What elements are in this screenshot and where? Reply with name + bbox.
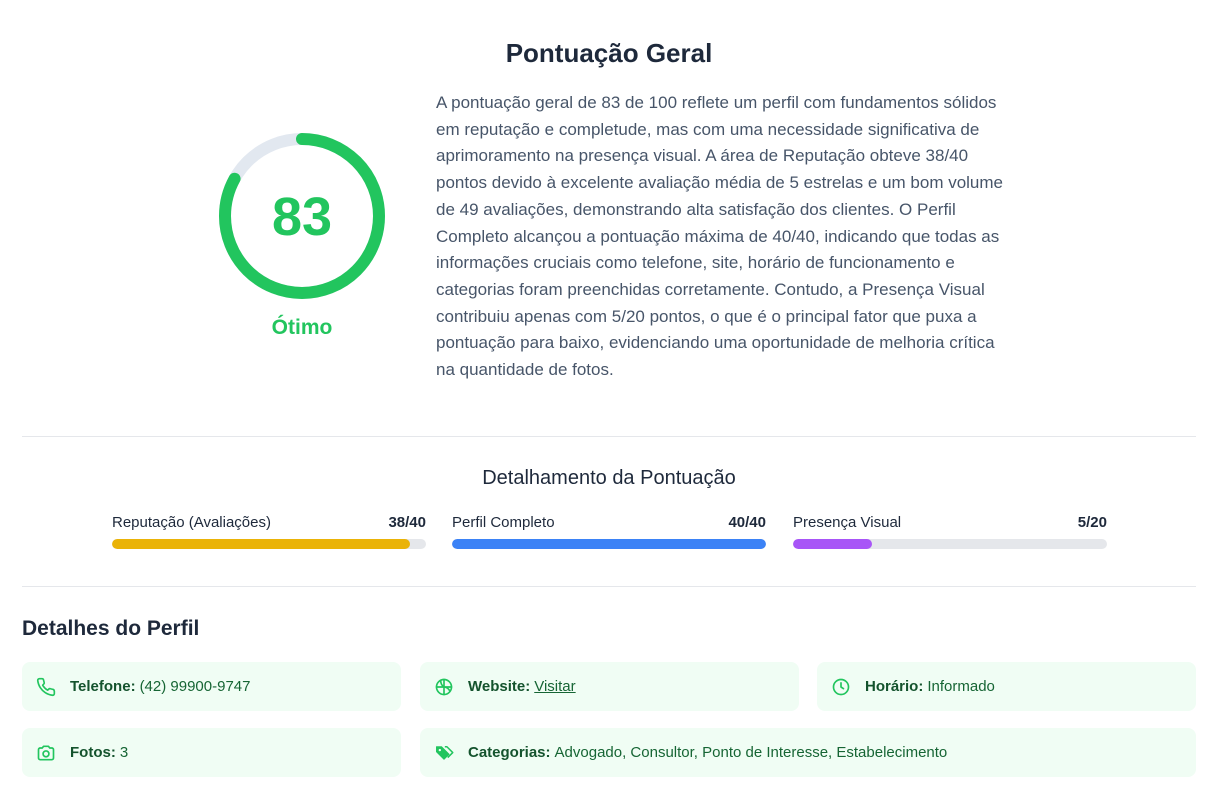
camera-icon [36, 743, 56, 763]
globe-icon [434, 677, 454, 697]
photos-value: 3 [119, 744, 129, 761]
categories-value: Advogado, Consultor, Ponto de Interesse,… [554, 744, 948, 761]
phone-label: Telefone: [70, 678, 136, 695]
profile-card-website: Website: Visitar [420, 662, 799, 711]
hours-value: Informado [927, 678, 995, 695]
divider-bottom [22, 586, 1196, 587]
score-value: 83 [271, 187, 333, 247]
bar-track [793, 539, 1107, 549]
score-rating: Ótimo [271, 316, 333, 339]
breakdown-title: Detalhamento da Pontuação [482, 467, 736, 489]
bar-track [112, 539, 426, 549]
phone-icon [36, 677, 56, 697]
website-link[interactable]: Visitar [534, 678, 576, 695]
tags-icon [434, 743, 454, 763]
divider-top [22, 436, 1196, 437]
bar-label: Perfil Completo [452, 514, 555, 531]
bar-reputation: Reputação (Avaliações) 38/40 [112, 514, 426, 549]
score-summary: A pontuação geral de 83 de 100 reflete u… [436, 93, 1004, 380]
bar-fill [112, 539, 411, 549]
profile-details-title: Detalhes do Perfil [22, 617, 200, 640]
profile-card-hours: Horário: Informado [817, 662, 1196, 711]
bar-score: 38/40 [388, 514, 426, 531]
profile-card-phone: Telefone: (42) 99900-9747 [22, 662, 401, 711]
score-gauge: 83 [216, 130, 388, 302]
score-ring [219, 133, 385, 299]
phone-value: (42) 99900-9747 [139, 678, 251, 695]
profile-card-photos: Fotos: 3 [22, 728, 401, 777]
website-label: Website: [468, 678, 531, 695]
bar-fill [793, 539, 872, 549]
profile-card-categories: Categorias: Advogado, Consultor, Ponto d… [420, 728, 1196, 777]
bar-label: Presença Visual [793, 514, 902, 531]
hours-label: Horário: [865, 678, 924, 695]
bar-profile-complete: Perfil Completo 40/40 [452, 514, 766, 549]
bar-track [452, 539, 766, 549]
bar-score: 5/20 [1077, 514, 1107, 531]
bar-visual-presence: Presença Visual 5/20 [793, 514, 1107, 549]
bar-label: Reputação (Avaliações) [112, 514, 271, 531]
score-ring-progress [219, 133, 385, 299]
page-title: Pontuação Geral [505, 38, 713, 68]
bar-fill [452, 539, 766, 549]
photos-label: Fotos: [70, 744, 116, 761]
categories-label: Categorias: [468, 744, 551, 761]
clock-icon [831, 677, 851, 697]
bar-score: 40/40 [728, 514, 766, 531]
